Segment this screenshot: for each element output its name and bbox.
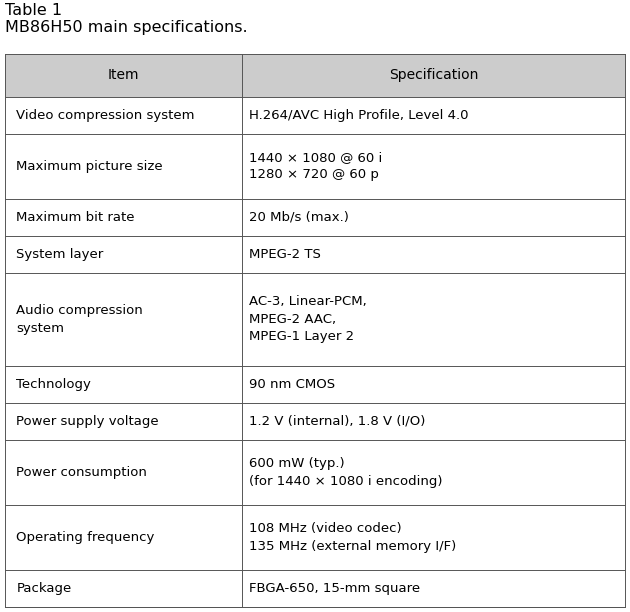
Text: System layer: System layer [16,248,103,261]
Bar [5,505,242,570]
Bar [242,505,625,570]
Text: Package: Package [16,582,72,595]
Bar [242,133,625,199]
Bar [5,54,242,97]
Bar [242,199,625,236]
Bar [242,570,625,607]
Text: Audio compression
system: Audio compression system [16,304,143,335]
Text: Power supply voltage: Power supply voltage [16,415,159,428]
Bar [242,403,625,440]
Text: MB86H50 main specifications.: MB86H50 main specifications. [5,20,248,35]
Bar [5,440,242,505]
Text: Video compression system: Video compression system [16,108,195,122]
Text: AC-3, Linear-PCM,
MPEG-2 AAC,
MPEG-1 Layer 2: AC-3, Linear-PCM, MPEG-2 AAC, MPEG-1 Lay… [249,296,367,343]
Bar [5,199,242,236]
Text: Table 1: Table 1 [5,3,62,18]
Text: 1.2 V (internal), 1.8 V (I/O): 1.2 V (internal), 1.8 V (I/O) [249,415,426,428]
Bar [5,403,242,440]
Bar [5,273,242,366]
Text: 108 MHz (video codec)
135 MHz (external memory I/F): 108 MHz (video codec) 135 MHz (external … [249,522,457,553]
Bar [242,440,625,505]
Text: FBGA-650, 15-mm square: FBGA-650, 15-mm square [249,582,421,595]
Text: Operating frequency: Operating frequency [16,531,155,544]
Text: 90 nm CMOS: 90 nm CMOS [249,378,336,391]
Text: Specification: Specification [389,68,478,82]
Text: H.264/AVC High Profile, Level 4.0: H.264/AVC High Profile, Level 4.0 [249,108,469,122]
Bar [242,236,625,273]
Text: Maximum bit rate: Maximum bit rate [16,211,135,224]
Text: Item: Item [108,68,139,82]
Text: Maximum picture size: Maximum picture size [16,160,163,173]
Text: Technology: Technology [16,378,91,391]
Bar [242,366,625,403]
Bar [242,54,625,97]
Text: Power consumption: Power consumption [16,466,147,479]
Bar [242,97,625,133]
Text: 600 mW (typ.)
(for 1440 × 1080 i encoding): 600 mW (typ.) (for 1440 × 1080 i encodin… [249,457,443,488]
Text: MPEG-2 TS: MPEG-2 TS [249,248,321,261]
Bar [5,366,242,403]
Bar [5,97,242,133]
Bar [5,236,242,273]
Text: 20 Mb/s (max.): 20 Mb/s (max.) [249,211,349,224]
Bar [5,570,242,607]
Text: 1440 × 1080 @ 60 i
1280 × 720 @ 60 p: 1440 × 1080 @ 60 i 1280 × 720 @ 60 p [249,151,382,181]
Bar [242,273,625,366]
Bar [5,133,242,199]
